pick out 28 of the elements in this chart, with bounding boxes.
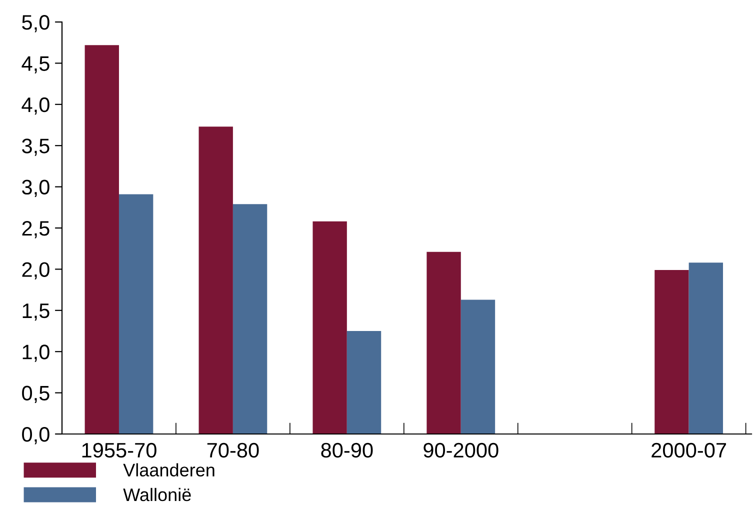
bar	[84, 45, 119, 434]
y-tick-label: 2,0	[22, 262, 50, 280]
legend-label: Wallonië	[123, 488, 191, 502]
x-tick-label: 70-80	[207, 442, 259, 458]
y-tick-label: 3,5	[22, 138, 50, 156]
x-tick-label: 1955-70	[82, 442, 156, 458]
y-tick-label: 0,5	[22, 386, 50, 404]
y-tick-label: 5,0	[22, 15, 50, 32]
y-tick-label: 1,0	[22, 344, 50, 362]
x-tick-label: 90-2000	[424, 442, 498, 458]
bar	[198, 126, 233, 434]
y-tick-label: 4,5	[22, 56, 50, 74]
legend-label: Vlaanderen	[123, 463, 214, 476]
bar	[654, 270, 689, 434]
bar	[232, 204, 268, 434]
x-tick-label: 80-90	[321, 442, 373, 458]
bar	[688, 262, 724, 434]
y-tick-label: 4,0	[22, 97, 50, 115]
y-tick-label: 3,0	[22, 180, 50, 198]
y-tick-label: 0,0	[22, 427, 50, 444]
y-tick-label: 2,5	[22, 221, 50, 238]
bar	[426, 252, 461, 434]
bar	[346, 331, 382, 434]
y-tick-label: 1,5	[22, 304, 50, 321]
bar	[118, 194, 154, 434]
x-tick-label: 2000-07	[652, 442, 726, 458]
bar	[460, 300, 496, 434]
bar	[312, 221, 347, 434]
